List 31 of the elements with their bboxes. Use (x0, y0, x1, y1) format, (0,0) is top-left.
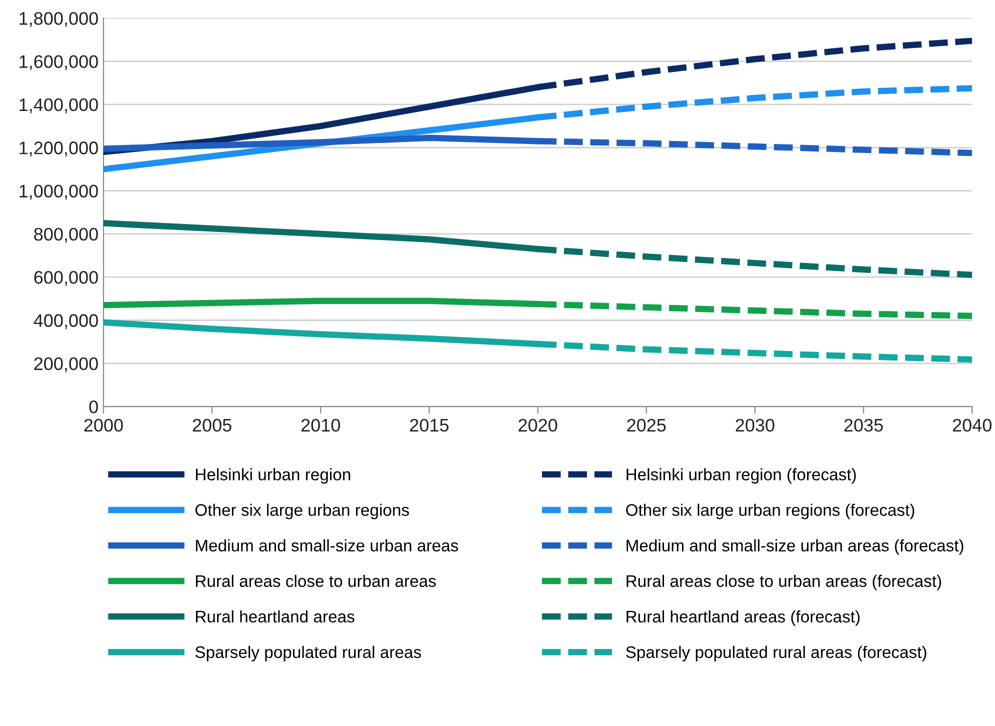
y-tick-label: 600,000 (34, 271, 98, 286)
x-tick-label: 2005 (192, 418, 232, 432)
legend-label: Helsinki urban region (196, 468, 350, 484)
x-tick-label: 2035 (844, 418, 883, 432)
y-tick-label: 1,800,000 (20, 12, 98, 28)
y-tick-label: 200,000 (34, 357, 98, 372)
x-tick-label: 2025 (627, 418, 666, 432)
x-tick-label: 2000 (84, 418, 123, 432)
x-tick-label: 2040 (952, 418, 992, 432)
legend-label: Medium and small-size urban areas (196, 539, 458, 552)
y-tick-label: 1,600,000 (20, 55, 98, 70)
x-tick-label: 2030 (736, 418, 774, 432)
legend-label: Rural areas close to urban areas (forecast) (626, 574, 942, 590)
x-tick-label: 2010 (301, 418, 340, 432)
y-tick-label: 1,400,000 (20, 98, 98, 114)
x-tick-label: 2020 (518, 418, 558, 432)
legend-label: Rural heartland areas (forecast) (626, 610, 860, 626)
legend-label: Medium and small-size urban areas (forecast) (626, 539, 964, 555)
legend-label: Sparsely populated rural areas (forecast) (626, 646, 926, 662)
legend-label: Rural areas close to urban areas (196, 574, 436, 588)
y-tick-label: 0 (89, 400, 98, 414)
y-tick-label: 400,000 (34, 314, 98, 330)
y-tick-label: 800,000 (34, 228, 98, 243)
y-tick-label: 1,200,000 (20, 142, 98, 156)
legend-label: Rural heartland areas (196, 610, 354, 623)
y-tick-label: 1,000,000 (20, 184, 98, 200)
legend-label: Helsinki urban region (forecast) (626, 468, 856, 484)
legend-label: Sparsely populated rural areas (195, 646, 422, 662)
x-tick-label: 2015 (410, 418, 449, 432)
legend-label: Other six large urban regions (forecast) (626, 504, 914, 520)
legend-label: Other six large urban regions (195, 504, 409, 520)
